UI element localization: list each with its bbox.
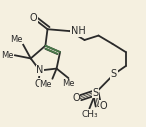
Text: CH₃: CH₃ xyxy=(81,110,98,119)
Text: NH: NH xyxy=(71,26,85,36)
Text: −: − xyxy=(42,79,49,88)
Text: Me: Me xyxy=(39,80,52,89)
Text: S: S xyxy=(93,88,99,98)
Text: S: S xyxy=(111,69,117,79)
Text: O: O xyxy=(99,101,107,111)
Text: O: O xyxy=(30,13,37,23)
Text: Me: Me xyxy=(62,79,75,88)
Text: O: O xyxy=(72,93,80,103)
Text: Me: Me xyxy=(10,35,22,44)
Text: O: O xyxy=(35,79,42,89)
Text: Me: Me xyxy=(1,51,14,60)
Text: N: N xyxy=(36,66,44,75)
